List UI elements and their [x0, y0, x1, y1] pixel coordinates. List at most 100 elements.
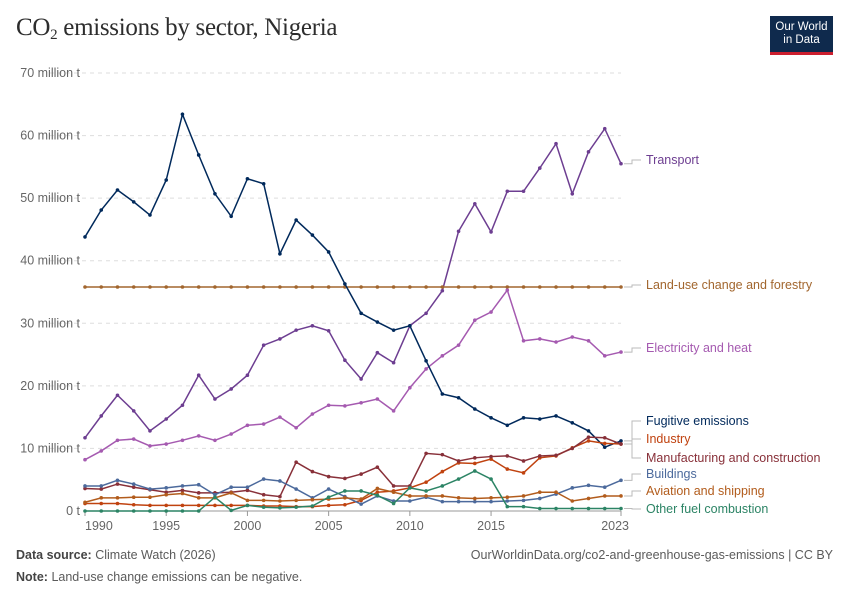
data-point-fugitive-emissions: [261, 181, 266, 186]
data-point-buildings: [505, 499, 510, 503]
data-point-electricity-and-heat: [213, 438, 217, 443]
data-point-electricity-and-heat: [83, 457, 87, 462]
data-point-other-fuel-combustion: [424, 489, 428, 493]
data-point-transport: [261, 343, 266, 347]
owid-logo[interactable]: Our World in Data: [770, 16, 833, 55]
data-point-transport: [99, 414, 104, 418]
data-point-fugitive-emissions: [521, 415, 526, 420]
data-point-land-use-change-and-forestry: [148, 285, 152, 289]
data-point-transport: [473, 201, 477, 206]
label-connector: [624, 284, 641, 288]
data-point-electricity-and-heat: [473, 318, 477, 322]
source-text[interactable]: Climate Watch (2026): [95, 548, 216, 562]
data-point-aviation-and-shipping: [115, 496, 120, 500]
data-point-fugitive-emissions: [619, 439, 623, 443]
data-point-buildings: [115, 478, 120, 483]
data-point-manufacturing-and-construction: [278, 494, 282, 499]
data-point-electricity-and-heat: [99, 449, 104, 453]
data-point-land-use-change-and-forestry: [586, 285, 591, 289]
note-label: Note:: [16, 570, 48, 584]
y-tick-label: 70 million t: [20, 66, 80, 80]
source-url[interactable]: OurWorldinData.org/co2-and-greenhouse-ga…: [470, 548, 833, 562]
data-point-manufacturing-and-construction: [115, 482, 120, 486]
data-point-electricity-and-heat: [148, 444, 152, 448]
series-label-land-use-change-and-forestry: Land-use change and forestry: [646, 278, 813, 292]
data-point-electricity-and-heat: [375, 397, 380, 401]
data-point-fugitive-emissions: [505, 423, 510, 428]
data-point-land-use-change-and-forestry: [261, 285, 266, 289]
data-point-buildings: [489, 499, 493, 504]
data-point-electricity-and-heat: [245, 423, 250, 428]
data-point-aviation-and-shipping: [229, 491, 233, 495]
data-point-land-use-change-and-forestry: [391, 285, 396, 289]
data-point-fugitive-emissions: [99, 208, 104, 212]
data-point-industry: [196, 503, 201, 508]
data-point-land-use-change-and-forestry: [115, 285, 120, 289]
data-point-buildings: [180, 484, 185, 488]
data-point-land-use-change-and-forestry: [99, 285, 104, 289]
data-point-fugitive-emissions: [489, 415, 493, 420]
data-point-aviation-and-shipping: [164, 492, 169, 497]
data-point-manufacturing-and-construction: [602, 435, 607, 440]
data-point-fugitive-emissions: [131, 200, 136, 204]
data-point-land-use-change-and-forestry: [164, 285, 169, 289]
label-connector: [624, 473, 641, 481]
data-point-other-fuel-combustion: [473, 469, 477, 473]
data-point-other-fuel-combustion: [261, 505, 266, 510]
data-point-land-use-change-and-forestry: [505, 285, 510, 289]
data-point-other-fuel-combustion: [391, 501, 396, 506]
data-point-electricity-and-heat: [440, 354, 445, 358]
data-point-manufacturing-and-construction: [554, 453, 558, 458]
x-tick-label: 2015: [477, 519, 505, 533]
data-point-electricity-and-heat: [278, 415, 282, 419]
data-point-manufacturing-and-construction: [261, 492, 266, 497]
series-line-fugitive-emissions: [84, 111, 622, 449]
data-point-land-use-change-and-forestry: [375, 285, 380, 289]
data-point-other-fuel-combustion: [213, 495, 217, 500]
data-point-manufacturing-and-construction: [489, 454, 493, 459]
data-point-buildings: [213, 492, 217, 497]
data-point-transport: [440, 288, 445, 293]
data-point-fugitive-emissions: [408, 323, 412, 328]
data-point-fugitive-emissions: [343, 282, 347, 286]
data-point-transport: [521, 189, 526, 194]
series-label-electricity-and-heat: Electricity and heat: [646, 341, 752, 355]
data-point-transport: [489, 230, 493, 234]
label-connector: [624, 443, 641, 459]
data-point-aviation-and-shipping: [440, 494, 445, 498]
data-point-buildings: [278, 479, 282, 483]
data-point-fugitive-emissions: [294, 218, 298, 222]
data-point-industry: [99, 501, 104, 506]
data-point-industry: [473, 461, 477, 466]
y-tick-label: 0 t: [66, 504, 80, 518]
data-point-other-fuel-combustion: [310, 504, 315, 508]
data-point-fugitive-emissions: [213, 191, 217, 196]
data-point-land-use-change-and-forestry: [196, 285, 201, 289]
data-point-other-fuel-combustion: [537, 506, 542, 511]
data-point-aviation-and-shipping: [489, 496, 493, 500]
chart-title: CO2 emissions by sector, Nigeria: [16, 14, 337, 44]
data-point-fugitive-emissions: [310, 233, 315, 237]
data-point-land-use-change-and-forestry: [180, 285, 185, 289]
data-point-aviation-and-shipping: [473, 496, 477, 501]
data-point-buildings: [148, 487, 152, 491]
data-point-electricity-and-heat: [570, 335, 575, 339]
data-point-electricity-and-heat: [310, 412, 315, 416]
series-label-other-fuel-combustion: Other fuel combustion: [646, 502, 768, 516]
data-point-industry: [213, 503, 217, 508]
data-point-manufacturing-and-construction: [83, 486, 87, 491]
data-point-aviation-and-shipping: [261, 498, 266, 503]
title-prefix: CO: [16, 14, 51, 41]
data-point-industry: [180, 503, 185, 508]
y-tick-label: 20 million t: [20, 379, 80, 393]
data-point-transport: [570, 191, 575, 196]
data-point-transport: [537, 166, 542, 170]
data-point-buildings: [456, 499, 461, 504]
data-point-other-fuel-combustion: [359, 489, 363, 493]
data-point-manufacturing-and-construction: [424, 451, 428, 456]
data-point-industry: [505, 467, 510, 471]
data-point-aviation-and-shipping: [245, 498, 250, 503]
data-point-aviation-and-shipping: [343, 496, 347, 500]
label-connector: [624, 420, 641, 442]
data-point-fugitive-emissions: [83, 235, 87, 239]
